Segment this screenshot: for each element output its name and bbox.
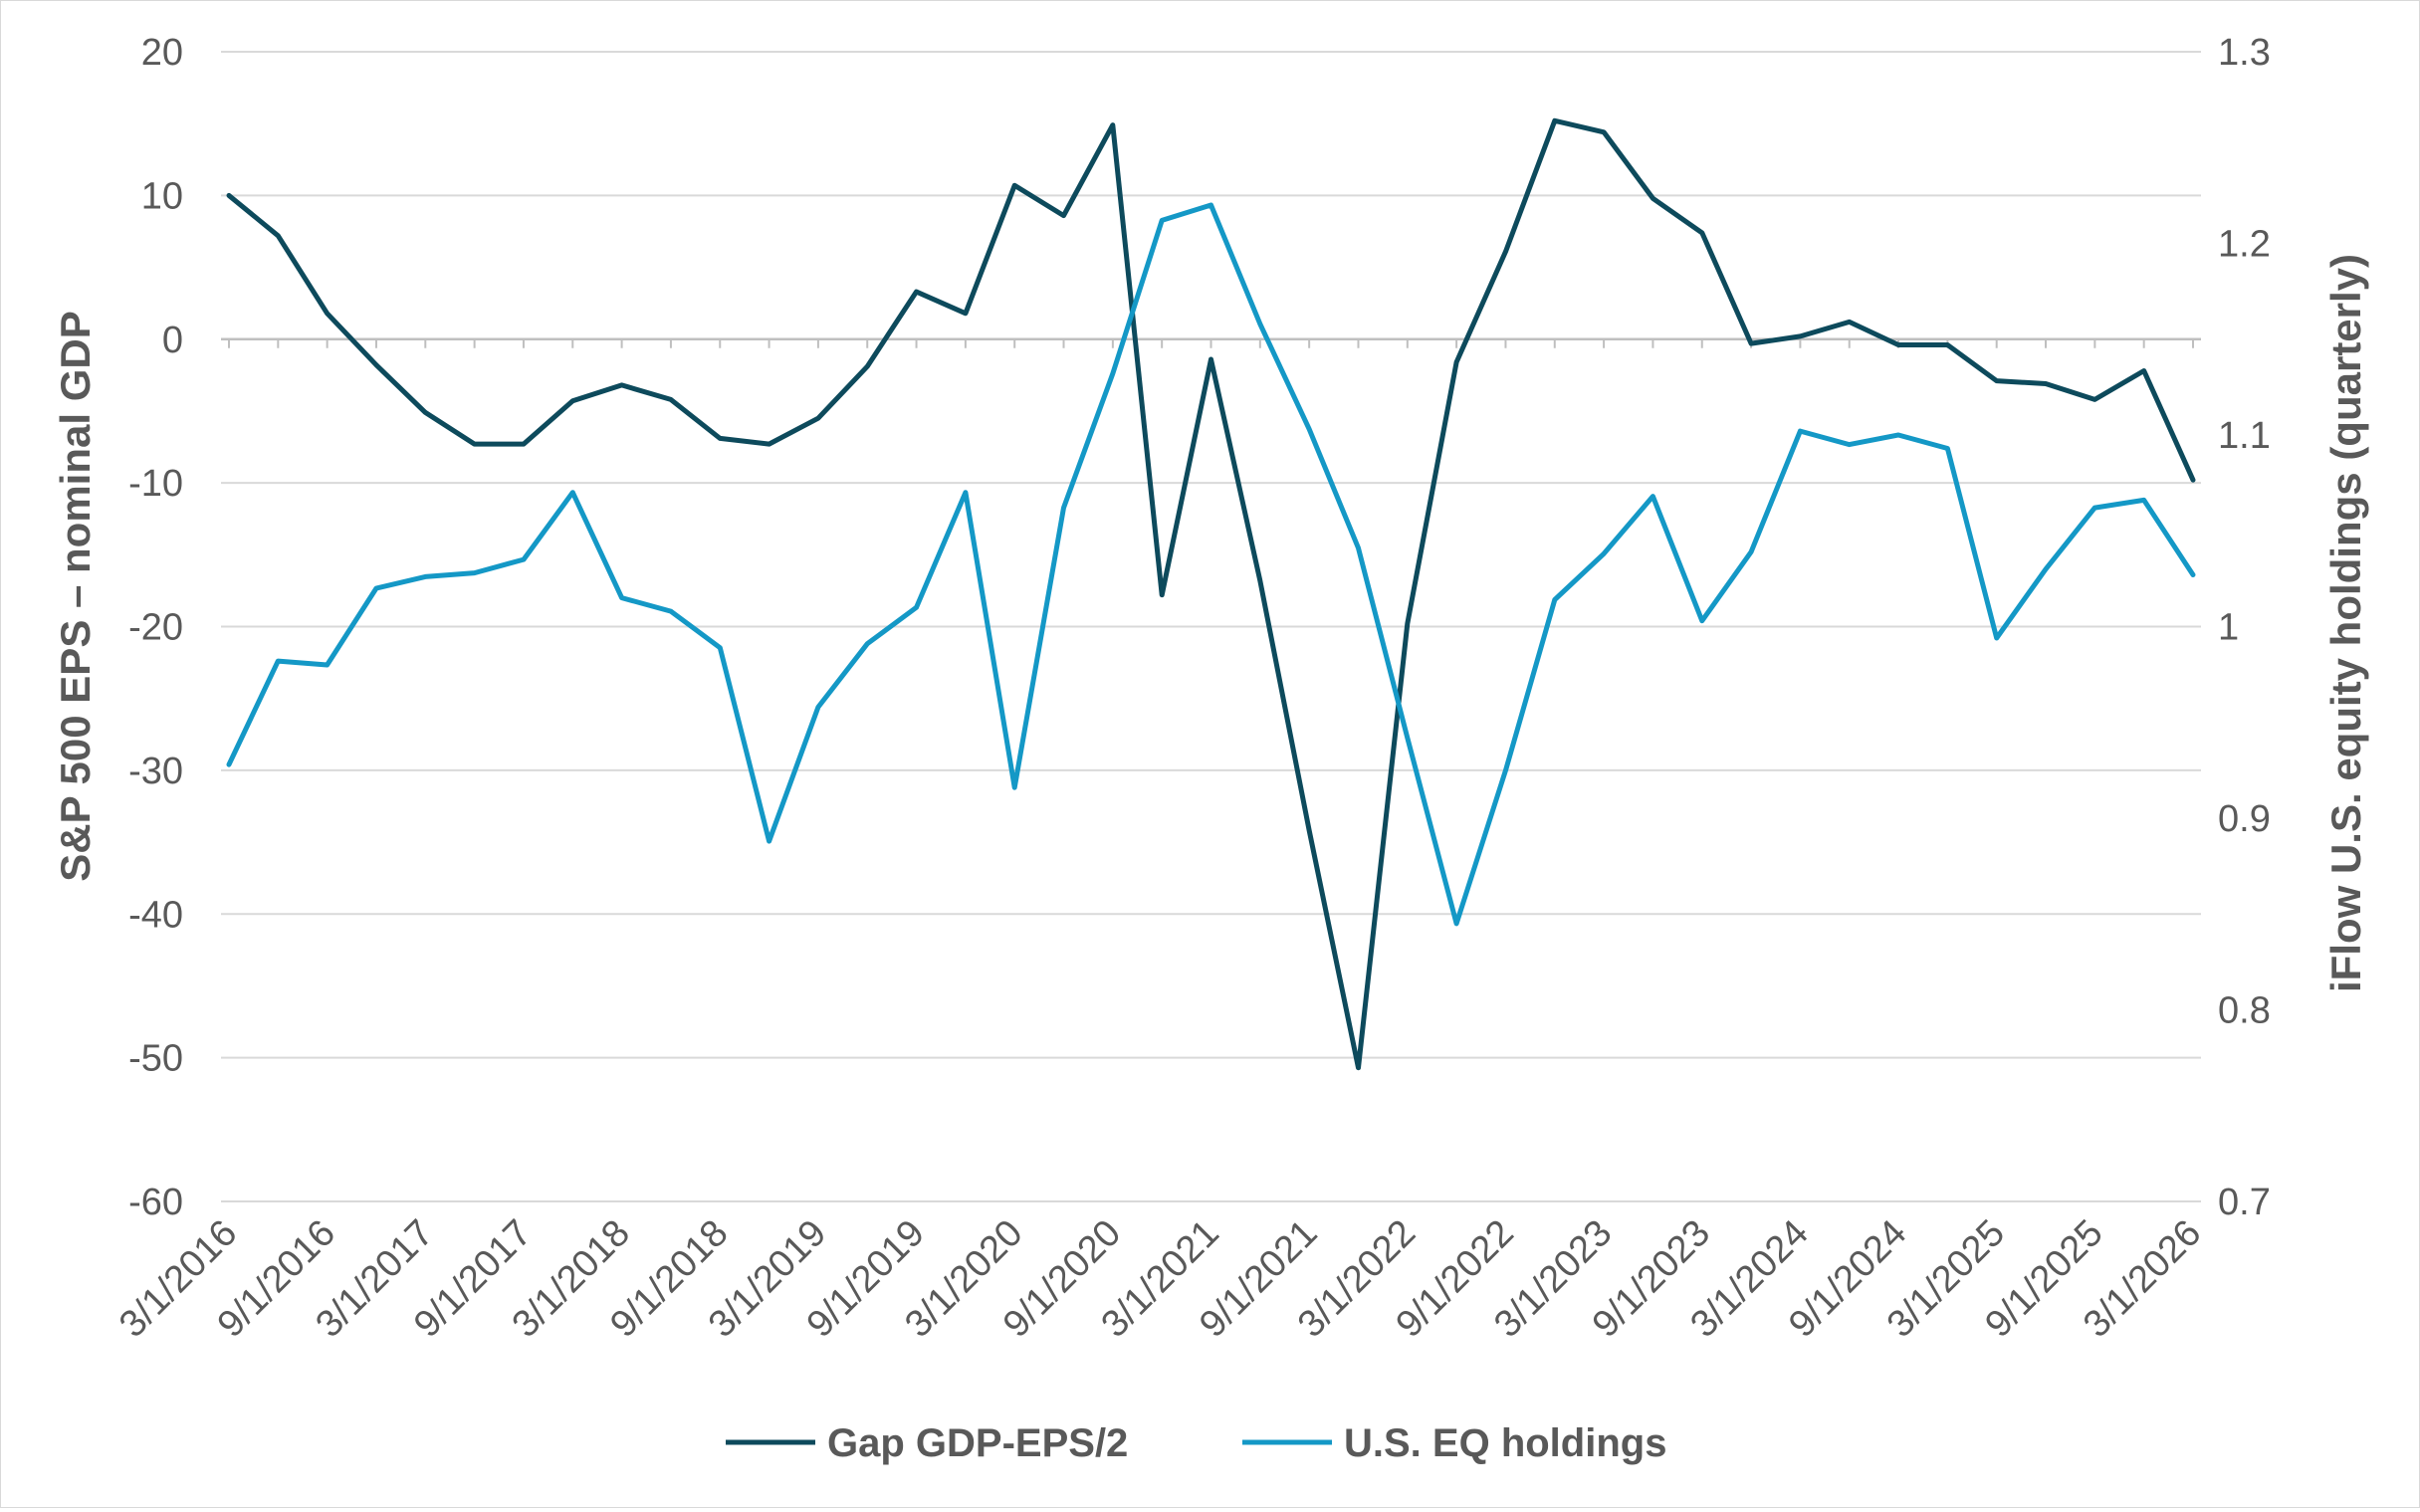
legend-label-gap: Gap GDP-EPS/2	[827, 1421, 1128, 1465]
series-line-gap	[226, 117, 2196, 1071]
y-right-tick-label: 0.9	[2218, 798, 2271, 840]
y-right-tick-label: 1.3	[2218, 32, 2271, 74]
series-line-holdings	[226, 202, 2196, 927]
y-left-tick-label: -10	[128, 463, 183, 505]
y-axis-left-title: S&P 500 EPS – nominal GDP	[52, 311, 99, 881]
y-left-tick-label: -60	[128, 1182, 183, 1223]
y-right-tick-label: 0.8	[2218, 990, 2271, 1032]
y-axis-right: 1.3 1.2 1.1 1 0.9 0.8 0.7	[2218, 32, 2271, 1223]
y-right-tick-label: 1	[2218, 607, 2239, 649]
y-left-tick-label: -20	[128, 607, 183, 649]
y-left-tick-label: 20	[141, 32, 183, 74]
y-left-tick-label: -40	[128, 894, 183, 936]
y-right-tick-label: 1.2	[2218, 224, 2271, 266]
y-axis-right-title: iFlow U.S. equity holdings (quarterly)	[2322, 254, 2369, 992]
y-left-tick-label: 10	[141, 175, 183, 217]
series-lines	[226, 117, 2196, 1071]
y-left-tick-label: -30	[128, 751, 183, 792]
y-axis-left: 20 10 0 -10 -20 -30 -40 -50 -60	[128, 32, 183, 1223]
x-axis: 3/1/20169/1/20163/1/20179/1/20173/1/2018…	[111, 338, 2209, 1346]
legend: Gap GDP-EPS/2 U.S. EQ holdings	[726, 1421, 1666, 1465]
gridlines	[221, 51, 2201, 1202]
legend-label-holdings: U.S. EQ holdings	[1344, 1421, 1666, 1465]
y-right-tick-label: 0.7	[2218, 1182, 2271, 1223]
y-left-tick-label: 0	[162, 320, 183, 361]
y-right-tick-label: 1.1	[2218, 415, 2271, 457]
y-left-tick-label: -50	[128, 1038, 183, 1080]
